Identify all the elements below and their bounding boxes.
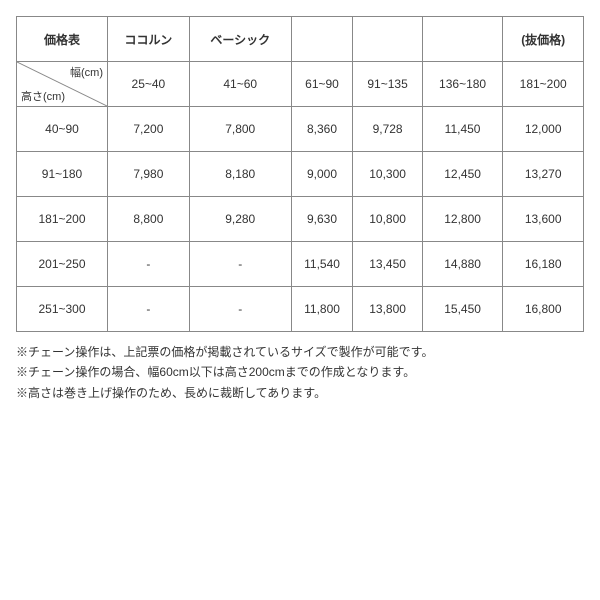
price-cell: 11,450 — [422, 107, 503, 152]
diag-top-label: 幅(cm) — [70, 64, 103, 80]
header-right: (抜価格) — [503, 17, 584, 62]
price-cell: 10,800 — [353, 197, 422, 242]
width-col: 181~200 — [503, 62, 584, 107]
header-empty — [353, 17, 422, 62]
price-cell: 12,450 — [422, 152, 503, 197]
header-empty — [422, 17, 503, 62]
price-cell: 16,180 — [503, 242, 584, 287]
price-cell: 7,800 — [189, 107, 291, 152]
price-cell: 12,800 — [422, 197, 503, 242]
price-cell: 11,540 — [291, 242, 353, 287]
height-label: 40~90 — [17, 107, 108, 152]
price-cell: 16,800 — [503, 287, 584, 332]
price-cell: 7,200 — [108, 107, 190, 152]
price-cell: 13,270 — [503, 152, 584, 197]
price-cell: 11,800 — [291, 287, 353, 332]
price-cell: 13,600 — [503, 197, 584, 242]
width-col: 61~90 — [291, 62, 353, 107]
height-label: 181~200 — [17, 197, 108, 242]
price-cell: 8,800 — [108, 197, 190, 242]
price-cell: 13,800 — [353, 287, 422, 332]
header-row-1: 価格表 ココルン ベーシック (抜価格) — [17, 17, 584, 62]
price-cell: - — [108, 287, 190, 332]
price-cell: 7,980 — [108, 152, 190, 197]
price-cell: 9,000 — [291, 152, 353, 197]
header-sub1: ココルン — [108, 17, 190, 62]
price-cell: 13,450 — [353, 242, 422, 287]
price-cell: - — [108, 242, 190, 287]
table-title: 価格表 — [17, 17, 108, 62]
width-col: 136~180 — [422, 62, 503, 107]
header-empty — [291, 17, 353, 62]
notes-section: ※チェーン操作は、上記票の価格が掲載されているサイズで製作が可能です。 ※チェー… — [16, 342, 584, 403]
price-table: 価格表 ココルン ベーシック (抜価格) 幅(cm) 高さ(cm) 25~40 … — [16, 16, 584, 332]
price-cell: 12,000 — [503, 107, 584, 152]
price-cell: 9,280 — [189, 197, 291, 242]
note-line: ※チェーン操作の場合、幅60cm以下は高さ200cmまでの作成となります。 — [16, 362, 584, 382]
price-cell: - — [189, 287, 291, 332]
price-cell: 14,880 — [422, 242, 503, 287]
height-label: 91~180 — [17, 152, 108, 197]
width-col: 91~135 — [353, 62, 422, 107]
price-cell: 8,180 — [189, 152, 291, 197]
diag-bottom-label: 高さ(cm) — [21, 88, 65, 104]
price-cell: 15,450 — [422, 287, 503, 332]
width-col: 25~40 — [108, 62, 190, 107]
price-cell: 8,360 — [291, 107, 353, 152]
table-row: 181~200 8,800 9,280 9,630 10,800 12,800 … — [17, 197, 584, 242]
table-row: 40~90 7,200 7,800 8,360 9,728 11,450 12,… — [17, 107, 584, 152]
diagonal-header: 幅(cm) 高さ(cm) — [17, 62, 108, 107]
note-line: ※高さは巻き上げ操作のため、長めに裁断してあります。 — [16, 383, 584, 403]
table-row: 201~250 - - 11,540 13,450 14,880 16,180 — [17, 242, 584, 287]
price-cell: - — [189, 242, 291, 287]
header-row-2: 幅(cm) 高さ(cm) 25~40 41~60 61~90 91~135 13… — [17, 62, 584, 107]
height-label: 201~250 — [17, 242, 108, 287]
price-cell: 10,300 — [353, 152, 422, 197]
height-label: 251~300 — [17, 287, 108, 332]
price-cell: 9,728 — [353, 107, 422, 152]
table-row: 251~300 - - 11,800 13,800 15,450 16,800 — [17, 287, 584, 332]
header-sub2: ベーシック — [189, 17, 291, 62]
width-col: 41~60 — [189, 62, 291, 107]
price-cell: 9,630 — [291, 197, 353, 242]
table-row: 91~180 7,980 8,180 9,000 10,300 12,450 1… — [17, 152, 584, 197]
note-line: ※チェーン操作は、上記票の価格が掲載されているサイズで製作が可能です。 — [16, 342, 584, 362]
